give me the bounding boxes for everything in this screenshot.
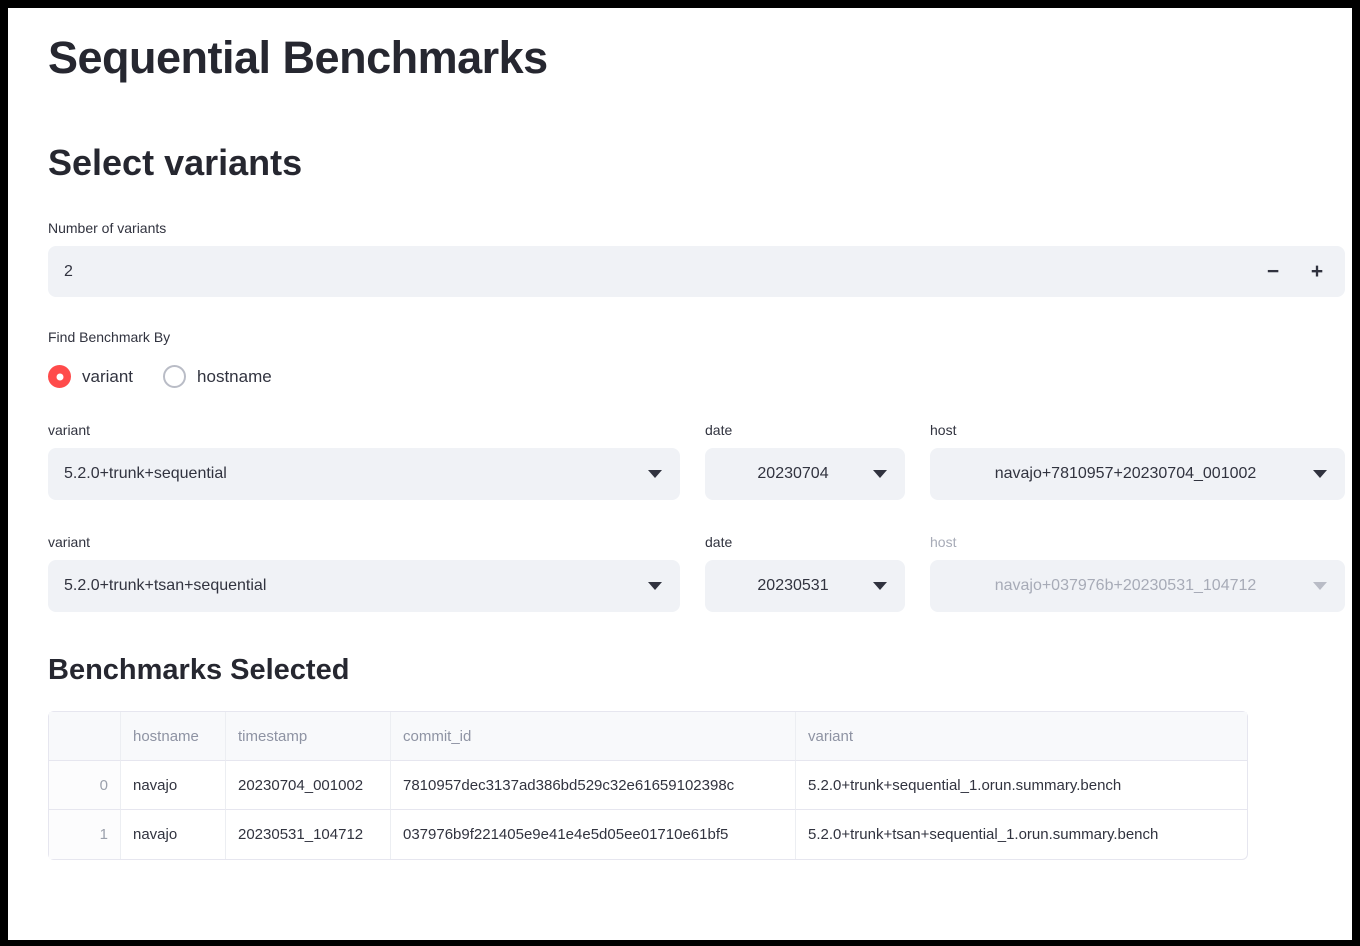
host-select-1[interactable]: navajo+7810957+20230704_001002 [930, 448, 1345, 500]
host-select-1-value: navajo+7810957+20230704_001002 [994, 465, 1257, 482]
page-title: Sequential Benchmarks [48, 32, 548, 83]
date-select-1-block: date 20230704 [705, 422, 905, 500]
decrement-button[interactable]: − [1253, 246, 1293, 297]
table-header-variant: variant [796, 712, 1247, 761]
cell-hostname: navajo [121, 761, 226, 810]
variant-select-2-block: variant 5.2.0+trunk+tsan+sequential [48, 534, 680, 612]
date-select-2-value: 20230531 [757, 577, 829, 594]
chevron-down-icon [1313, 582, 1327, 590]
variant-select-1-block: variant 5.2.0+trunk+sequential [48, 422, 680, 500]
radio-unselected-icon[interactable] [163, 365, 187, 388]
variant-select-1[interactable]: 5.2.0+trunk+sequential [48, 448, 680, 500]
table-header-commit-id: commit_id [391, 712, 796, 761]
number-of-variants-value[interactable]: 2 [64, 262, 73, 280]
radio-option-hostname-label: hostname [197, 366, 272, 386]
radio-option-hostname[interactable]: hostname [163, 365, 272, 388]
cell-variant: 5.2.0+trunk+tsan+sequential_1.orun.summa… [808, 826, 1159, 843]
table-header-hostname: hostname [121, 712, 226, 761]
row-index: 1 [49, 810, 121, 859]
table-header-timestamp: timestamp [226, 712, 391, 761]
benchmarks-table-container: hostname timestamp commit_id variant 0 n… [48, 711, 1345, 860]
find-benchmark-by-widget: Find Benchmark By variant hostname [48, 329, 1345, 388]
table-header-index [49, 712, 121, 761]
chevron-down-icon[interactable] [648, 582, 662, 590]
row-index: 0 [49, 761, 121, 810]
number-of-variants-label: Number of variants [48, 220, 167, 236]
host-select-2-disabled: navajo+037976b+20230531_104712 [930, 560, 1345, 612]
radio-option-variant[interactable]: variant [48, 365, 133, 388]
table-header-row: hostname timestamp commit_id variant [49, 712, 1247, 761]
radio-selected-icon[interactable] [48, 365, 71, 388]
chevron-down-icon[interactable] [873, 470, 887, 478]
variant-row-1: variant 5.2.0+trunk+sequential date 2023… [48, 422, 1345, 500]
cell-timestamp: 20230704_001002 [226, 761, 391, 810]
find-benchmark-by-label: Find Benchmark By [48, 329, 171, 345]
variant-select-1-value: 5.2.0+trunk+sequential [64, 465, 227, 482]
date-select-2-block: date 20230531 [705, 534, 905, 612]
variant-select-2[interactable]: 5.2.0+trunk+tsan+sequential [48, 560, 680, 612]
date-select-1-value: 20230704 [757, 465, 829, 482]
section-heading-benchmarks-selected: Benchmarks Selected [48, 654, 350, 686]
cell-hostname: navajo [121, 810, 226, 859]
cell-commit-id: 037976b9f221405e9e41e4e5d05ee01710e61bf5 [391, 810, 796, 859]
variant-select-2-label: variant [48, 534, 91, 550]
cell-commit-id: 7810957dec3137ad386bd529c32e61659102398c [391, 761, 796, 810]
main-content: Sequential Benchmarks Select variants Nu… [8, 8, 1352, 860]
host-select-2-block: host navajo+037976b+20230531_104712 [930, 534, 1345, 612]
chevron-down-icon[interactable] [648, 470, 662, 478]
variant-select-2-value: 5.2.0+trunk+tsan+sequential [64, 577, 267, 594]
host-select-2-value: navajo+037976b+20230531_104712 [994, 577, 1257, 594]
date-select-1[interactable]: 20230704 [705, 448, 905, 500]
chevron-down-icon[interactable] [1313, 470, 1327, 478]
increment-button[interactable]: + [1297, 246, 1337, 297]
find-benchmark-by-radio-group: variant hostname [48, 365, 1345, 388]
table-row: 0 navajo 20230704_001002 7810957dec3137a… [49, 761, 1247, 810]
number-of-variants-input[interactable]: 2 − + [48, 246, 1345, 297]
variant-select-1-label: variant [48, 422, 91, 438]
chevron-down-icon[interactable] [873, 582, 887, 590]
variant-row-2: variant 5.2.0+trunk+tsan+sequential date… [48, 534, 1345, 612]
benchmarks-table: hostname timestamp commit_id variant 0 n… [48, 711, 1248, 860]
host-select-1-block: host navajo+7810957+20230704_001002 [930, 422, 1345, 500]
cell-timestamp: 20230531_104712 [226, 810, 391, 859]
date-select-1-label: date [705, 422, 733, 438]
host-select-2-label: host [930, 534, 957, 550]
cell-variant: 5.2.0+trunk+sequential_1.orun.summary.be… [796, 761, 1247, 810]
table-row: 1 navajo 20230531_104712 037976b9f221405… [49, 810, 1247, 859]
number-of-variants-widget: Number of variants 2 − + [48, 220, 1345, 297]
date-select-2-label: date [705, 534, 733, 550]
radio-option-variant-label: variant [82, 366, 134, 386]
host-select-1-label: host [930, 422, 957, 438]
section-heading-select-variants: Select variants [48, 142, 303, 183]
date-select-2[interactable]: 20230531 [705, 560, 905, 612]
